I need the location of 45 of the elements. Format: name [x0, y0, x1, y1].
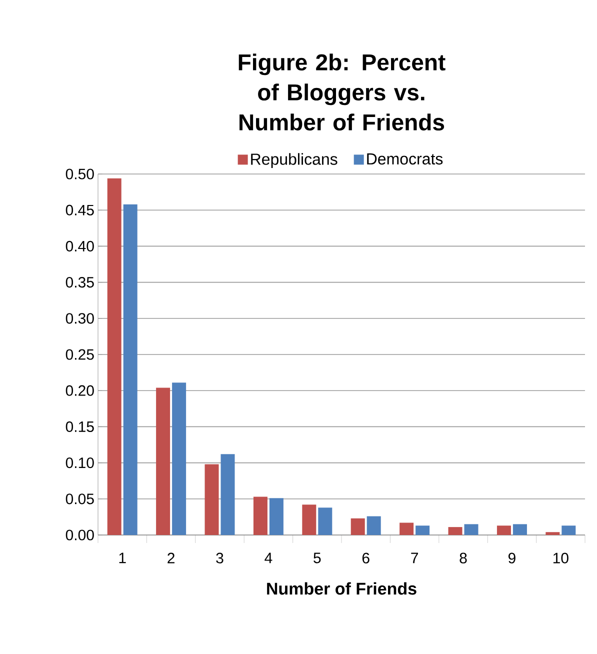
y-tick-label: 0.50: [66, 168, 94, 180]
bar: [366, 516, 381, 535]
y-tick-label: 0.25: [66, 349, 94, 360]
x-tick-label: 7: [411, 552, 418, 564]
y-tick-label: 0.15: [66, 421, 94, 432]
y-tick-label: 0.40: [66, 240, 94, 252]
x-tick-label: 1: [119, 552, 126, 564]
bar: [350, 518, 365, 535]
bar: [107, 178, 122, 535]
bar: [204, 464, 219, 535]
y-tick-label: 0.00: [66, 530, 94, 540]
y-tick-label: 0.05: [66, 494, 94, 504]
bar: [448, 527, 462, 535]
bar: [253, 496, 268, 535]
x-tick-label: 2: [168, 552, 174, 564]
bar: [269, 498, 284, 535]
y-tick-label: 0.35: [66, 276, 94, 288]
x-tick-label: 10: [553, 552, 568, 564]
x-tick-label: 3: [216, 552, 224, 564]
bar: [220, 454, 235, 535]
x-tick-label: 9: [508, 552, 516, 564]
legend-label: Republicans: [251, 153, 338, 168]
x-tick-label: 6: [362, 552, 370, 564]
bar: [156, 388, 170, 535]
bar: [123, 204, 138, 535]
bar: [496, 526, 511, 535]
x-tick-label: 4: [264, 552, 272, 564]
bar: [546, 532, 560, 535]
y-tick-label: 0.10: [66, 457, 94, 468]
y-tick-label: 0.20: [66, 385, 94, 396]
x-tick-label: 5: [314, 552, 321, 564]
bar: [512, 524, 527, 535]
bar: [172, 382, 186, 535]
bar: [464, 524, 478, 535]
bar: [562, 526, 576, 535]
bar: [400, 522, 414, 535]
legend-label: Democrats: [367, 153, 443, 165]
chart-title: Figure 2b: Percent of Bloggers vs. Number of Friends: [238, 54, 446, 130]
x-axis-title: Number of Friends: [267, 582, 416, 595]
bar: [416, 526, 430, 535]
y-tick-label: 0.30: [66, 313, 94, 324]
y-tick-label: 0.45: [66, 204, 94, 216]
bar: [318, 508, 332, 535]
x-tick-label: 8: [460, 552, 467, 564]
bar: [302, 504, 316, 535]
